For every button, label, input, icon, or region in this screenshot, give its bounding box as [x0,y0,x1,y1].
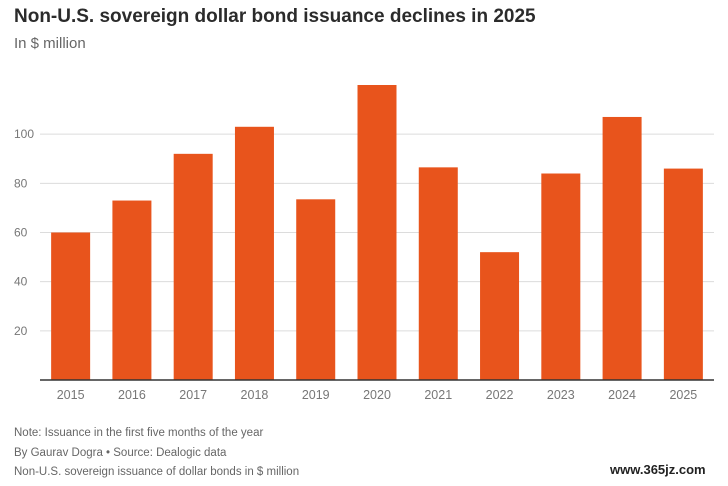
bar [296,199,336,380]
chart-subtitle: In $ million [14,35,86,52]
bar [480,252,520,380]
caption: Non-U.S. sovereign issuance of dollar bo… [14,466,300,478]
bar [602,116,642,380]
x-tick-label: 2017 [179,388,207,402]
x-tick-label: 2019 [302,388,330,402]
byline: By Gaurav Dogra • Source: Dealogic data [14,447,227,459]
bar [234,126,274,381]
y-tick-label: 60 [14,226,28,240]
y-tick-label: 100 [14,127,34,141]
footnote: Note: Issuance in the first five months … [14,427,264,439]
x-tick-label: 2022 [486,388,514,402]
chart-title: Non-U.S. sovereign dollar bond issuance … [14,6,536,27]
y-tick-label: 20 [14,324,28,338]
x-tick-label: 2021 [424,388,452,402]
watermark: www.365jz.com [608,462,708,477]
x-tick-label: 2020 [363,388,391,402]
y-tick-label: 80 [14,176,28,190]
bar [357,85,397,380]
y-tick-label: 40 [14,275,28,289]
bar [51,232,91,380]
bar [112,200,152,380]
bar [663,168,703,380]
bar [541,173,581,380]
x-tick-label: 2015 [57,388,85,402]
bar [418,167,458,380]
x-tick-label: 2016 [118,388,146,402]
bar [173,153,213,380]
x-tick-label: 2025 [669,388,697,402]
x-tick-label: 2023 [547,388,575,402]
x-tick-label: 2018 [241,388,269,402]
x-tick-label: 2024 [608,388,636,402]
